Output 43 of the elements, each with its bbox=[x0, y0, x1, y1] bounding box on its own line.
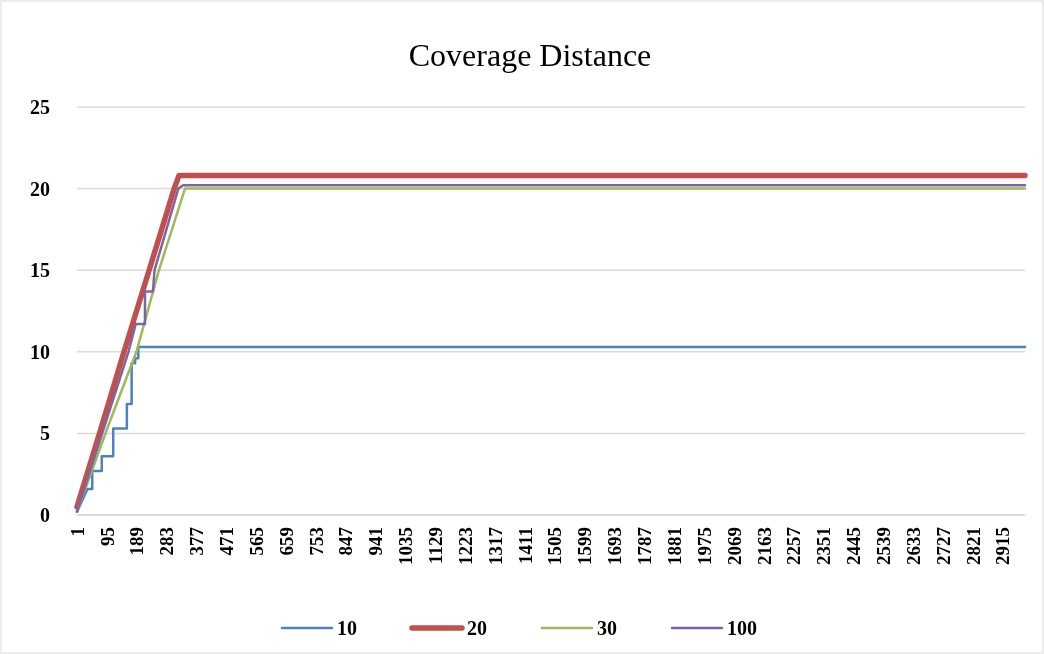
x-tick-label: 1 bbox=[66, 527, 88, 537]
x-tick-label: 941 bbox=[365, 527, 387, 556]
x-tick-label: 2821 bbox=[962, 527, 984, 565]
x-tick-label: 283 bbox=[156, 527, 178, 556]
x-tick-label: 2351 bbox=[813, 527, 835, 565]
legend-label: 30 bbox=[597, 617, 617, 639]
y-tick-label: 15 bbox=[30, 259, 50, 282]
x-tick-label: 1129 bbox=[425, 527, 447, 564]
x-tick-label: 471 bbox=[215, 527, 237, 556]
x-tick-label: 1411 bbox=[514, 527, 536, 564]
x-tick-label: 1317 bbox=[484, 526, 506, 565]
x-tick-label: 2727 bbox=[932, 526, 954, 565]
x-tick-label: 95 bbox=[96, 527, 118, 546]
chart-title: Coverage Distance bbox=[408, 37, 652, 73]
legend-label: 10 bbox=[337, 617, 357, 639]
x-tick-label: 1787 bbox=[634, 526, 656, 565]
x-tick-label: 753 bbox=[305, 527, 327, 556]
x-tick-label: 1035 bbox=[395, 527, 417, 565]
x-tick-label: 1975 bbox=[693, 527, 715, 565]
x-tick-label: 2445 bbox=[843, 527, 865, 565]
x-tick-label: 2257 bbox=[783, 526, 805, 565]
x-tick-label: 377 bbox=[186, 526, 208, 556]
y-tick-label: 5 bbox=[40, 422, 50, 445]
x-tick-label: 1693 bbox=[604, 527, 626, 565]
x-tick-label: 565 bbox=[245, 527, 267, 556]
x-tick-label: 2069 bbox=[723, 527, 745, 565]
x-tick-label: 1223 bbox=[454, 527, 476, 565]
x-tick-label: 1881 bbox=[663, 527, 685, 565]
x-tick-label: 1599 bbox=[574, 527, 596, 565]
y-tick-label: 10 bbox=[30, 340, 50, 363]
y-tick-label: 25 bbox=[30, 96, 50, 118]
x-tick-label: 847 bbox=[335, 526, 357, 556]
x-tick-label: 2163 bbox=[753, 527, 775, 565]
x-tick-label: 2633 bbox=[902, 527, 924, 565]
legend-label: 100 bbox=[727, 617, 757, 639]
x-tick-label: 189 bbox=[126, 527, 148, 556]
x-tick-label: 2539 bbox=[872, 527, 894, 565]
x-tick-label: 2915 bbox=[992, 527, 1014, 565]
x-tick-label: 1505 bbox=[544, 527, 566, 565]
y-tick-label: 20 bbox=[30, 177, 50, 200]
x-tick-label: 659 bbox=[275, 527, 297, 556]
legend-label: 20 bbox=[467, 617, 487, 639]
y-tick-label: 0 bbox=[40, 504, 50, 526]
